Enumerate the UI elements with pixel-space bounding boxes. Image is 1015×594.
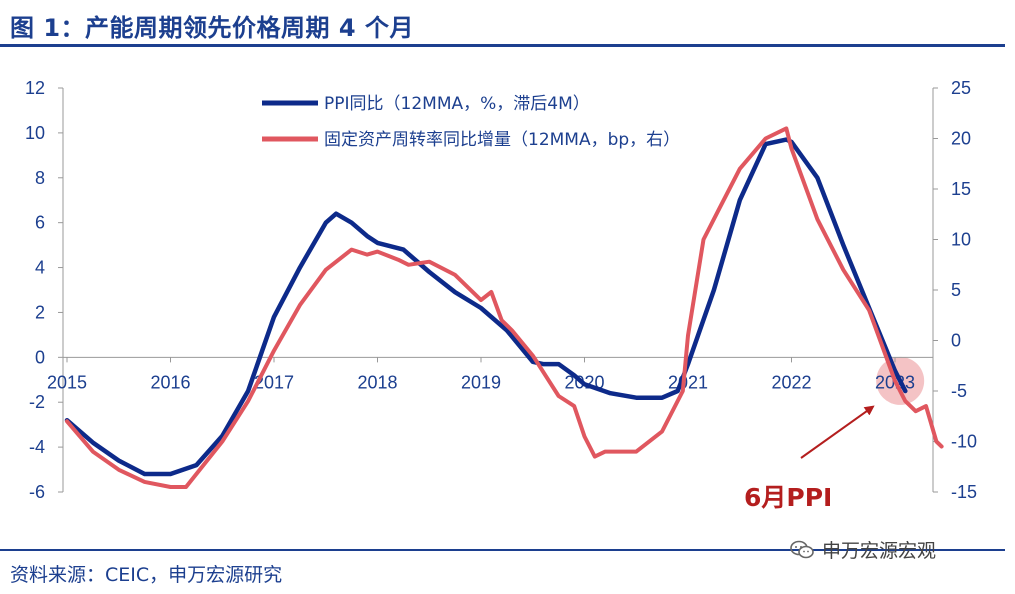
y-right-tick-label: 5: [951, 280, 961, 300]
y-left-tick-label: 8: [35, 168, 45, 188]
y-right-tick-label: 15: [951, 179, 971, 199]
y-left-tick-label: 12: [25, 78, 45, 98]
wechat-icon: [790, 540, 814, 558]
ppi-series-line: [64, 137, 908, 477]
y-right-tick-label: 10: [951, 230, 971, 250]
footer-rule: [0, 549, 1005, 551]
y-left-tick-label: -6: [29, 482, 45, 502]
y-right-tick-label: 0: [951, 331, 961, 351]
annotation-arrow: [800, 405, 875, 459]
y-left-tick-label: -2: [29, 392, 45, 412]
line-chart: -6 -4 -2 0 2 4 6 8 10 12 -15 -10 -5 0 5 10 15 20 25 2015 201…: [25, 78, 977, 512]
watermark-text: 申万宏源宏观: [822, 540, 937, 562]
chart-title: 图 1：产能周期领先价格周期 4 个月: [10, 14, 414, 42]
source-note: 资料来源：CEIC，申万宏源研究: [10, 564, 283, 586]
y-left-tick-label: 0: [35, 347, 45, 367]
legend-label: PPI同比（12MMA，%，滞后4M）: [324, 94, 590, 114]
x-tick-label: 2021: [668, 372, 708, 392]
x-tick-label: 2017: [254, 372, 294, 392]
x-tick-label: 2018: [357, 372, 397, 392]
y-right-tick-label: 20: [951, 129, 971, 149]
x-tick-label: 2022: [771, 372, 811, 392]
legend-label: 固定资产周转率同比增量（12MMA，bp，右）: [324, 130, 680, 150]
asset-turnover-series-line: [65, 126, 944, 489]
annotation-label: 6月PPI: [744, 483, 832, 512]
y-right-tick-label: -10: [951, 432, 977, 452]
y-right-tick-label: -5: [951, 381, 967, 401]
x-tick-label: 2015: [47, 372, 87, 392]
y-left-tick-label: 4: [35, 258, 45, 278]
x-tick-label: 2016: [150, 372, 190, 392]
y-right-tick-label: -15: [951, 482, 977, 502]
y-left-tick-label: 6: [35, 213, 45, 233]
y-left-tick-label: 2: [35, 302, 45, 322]
title-rule: [0, 44, 1005, 47]
y-left-tick-label: -4: [29, 437, 45, 457]
x-tick-label: 2019: [461, 372, 501, 392]
y-left-tick-label: 10: [25, 123, 45, 143]
y-right-tick-label: 25: [951, 78, 971, 98]
watermark: 申万宏源宏观: [790, 536, 936, 563]
